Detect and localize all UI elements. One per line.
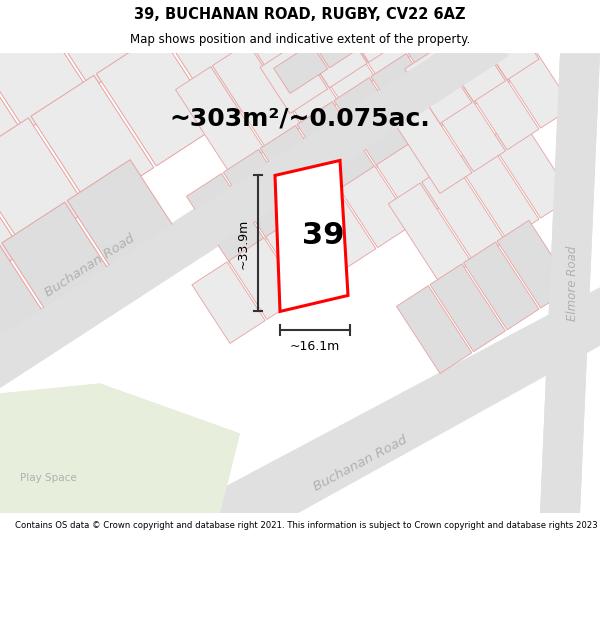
Polygon shape	[408, 29, 487, 119]
Polygon shape	[360, 0, 450, 54]
Polygon shape	[162, 0, 284, 124]
Polygon shape	[151, 0, 284, 4]
Text: Map shows position and indicative extent of the property.: Map shows position and indicative extent…	[130, 34, 470, 46]
Polygon shape	[302, 190, 376, 271]
Polygon shape	[376, 142, 450, 224]
Polygon shape	[388, 183, 472, 284]
Polygon shape	[286, 0, 376, 101]
Polygon shape	[464, 242, 539, 330]
Text: 39: 39	[302, 221, 344, 250]
Polygon shape	[250, 19, 339, 126]
Text: Buchanan Road: Buchanan Road	[311, 433, 409, 494]
Polygon shape	[464, 62, 539, 150]
Polygon shape	[418, 0, 485, 11]
Polygon shape	[274, 44, 328, 93]
Polygon shape	[323, 0, 413, 78]
Polygon shape	[31, 76, 154, 209]
Polygon shape	[0, 19, 509, 548]
Polygon shape	[297, 102, 376, 191]
Polygon shape	[472, 4, 539, 80]
Polygon shape	[85, 0, 219, 46]
Polygon shape	[438, 26, 505, 102]
Polygon shape	[2, 202, 114, 319]
Polygon shape	[0, 161, 23, 294]
Polygon shape	[275, 161, 348, 311]
Polygon shape	[0, 53, 600, 513]
Polygon shape	[0, 383, 240, 513]
Polygon shape	[497, 220, 572, 308]
Text: ~16.1m: ~16.1m	[290, 341, 340, 354]
Polygon shape	[339, 0, 407, 62]
Polygon shape	[260, 126, 339, 216]
Polygon shape	[340, 166, 413, 248]
Polygon shape	[0, 118, 88, 251]
Polygon shape	[540, 53, 600, 513]
Polygon shape	[260, 42, 328, 114]
Polygon shape	[229, 238, 302, 319]
Polygon shape	[430, 84, 505, 172]
Polygon shape	[497, 40, 572, 128]
Text: Elmore Road: Elmore Road	[566, 246, 578, 321]
Text: Buchanan Road: Buchanan Road	[43, 232, 137, 299]
Polygon shape	[0, 21, 509, 546]
Polygon shape	[397, 0, 487, 29]
Polygon shape	[0, 215, 600, 625]
Polygon shape	[266, 214, 339, 296]
Polygon shape	[434, 0, 524, 6]
Polygon shape	[489, 118, 572, 218]
Polygon shape	[397, 106, 472, 194]
Polygon shape	[0, 244, 49, 361]
Polygon shape	[397, 286, 472, 373]
Polygon shape	[313, 18, 367, 68]
Polygon shape	[223, 149, 302, 239]
Polygon shape	[430, 264, 505, 352]
Polygon shape	[20, 0, 154, 89]
Polygon shape	[0, 213, 600, 625]
Text: Contains OS data © Crown copyright and database right 2021. This information is : Contains OS data © Crown copyright and d…	[15, 521, 600, 530]
Polygon shape	[334, 78, 413, 168]
Text: Play Space: Play Space	[20, 474, 76, 484]
Polygon shape	[352, 0, 407, 42]
Polygon shape	[392, 0, 446, 17]
Polygon shape	[445, 6, 524, 96]
Polygon shape	[176, 67, 265, 173]
Polygon shape	[540, 53, 600, 513]
Polygon shape	[187, 174, 265, 264]
Polygon shape	[0, 24, 23, 173]
Polygon shape	[0, 0, 88, 131]
Polygon shape	[97, 33, 219, 166]
Text: ~303m²/~0.075ac.: ~303m²/~0.075ac.	[170, 106, 430, 131]
Text: 39, BUCHANAN ROAD, RUGBY, CV22 6AZ: 39, BUCHANAN ROAD, RUGBY, CV22 6AZ	[134, 7, 466, 22]
Polygon shape	[455, 139, 539, 240]
Polygon shape	[378, 0, 446, 37]
Polygon shape	[299, 18, 367, 88]
Polygon shape	[212, 42, 302, 149]
Polygon shape	[0, 383, 240, 513]
Polygon shape	[67, 159, 179, 276]
Polygon shape	[422, 161, 505, 262]
Text: ~33.9m: ~33.9m	[237, 218, 250, 269]
Polygon shape	[192, 262, 265, 344]
Polygon shape	[404, 48, 472, 124]
Polygon shape	[371, 54, 450, 144]
